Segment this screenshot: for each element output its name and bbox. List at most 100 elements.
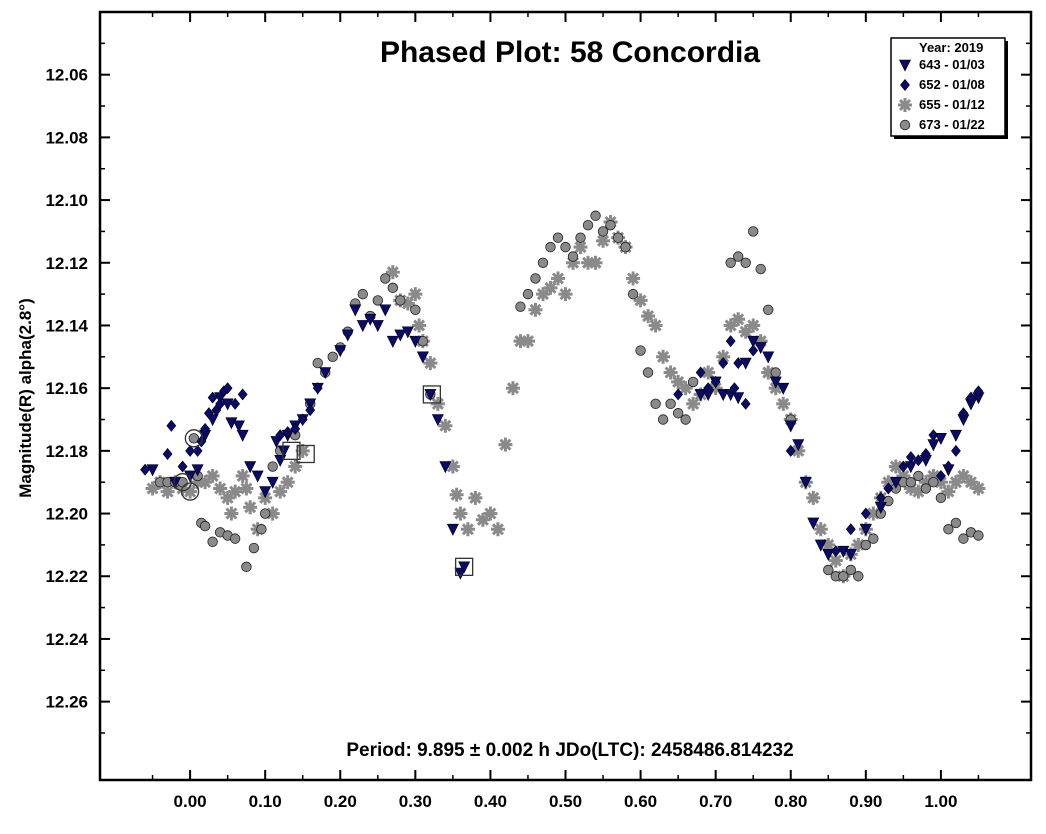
asterisk-stroke	[829, 554, 842, 567]
asterisk-stroke	[431, 397, 444, 410]
data-point	[971, 481, 986, 496]
data-point	[686, 396, 701, 411]
data-point	[845, 523, 856, 536]
data-point	[958, 407, 969, 420]
y-tick-label: 12.20	[45, 505, 88, 524]
data-point	[813, 522, 828, 537]
data-point	[567, 251, 579, 262]
legend-marker	[899, 119, 911, 131]
data-point	[520, 334, 535, 349]
data-point	[244, 461, 257, 474]
legend-label: 673 - 01/22	[919, 117, 985, 132]
data-point	[701, 365, 716, 380]
legend-shadow-right	[1005, 41, 1008, 139]
data-point	[305, 404, 316, 417]
asterisk-stroke	[274, 485, 287, 498]
data-point	[657, 414, 669, 425]
data-point	[259, 486, 272, 499]
data-point	[265, 506, 280, 521]
data-point	[530, 273, 541, 284]
legend-title: Year: 2019	[919, 40, 983, 55]
data-point	[356, 320, 369, 333]
asterisk-stroke	[634, 294, 647, 307]
series-655	[145, 215, 986, 584]
data-point	[468, 490, 483, 505]
data-point	[732, 392, 745, 405]
data-point	[558, 287, 573, 302]
data-point	[725, 335, 736, 348]
asterisk-stroke	[446, 460, 459, 473]
legend-label: 652 - 01/08	[919, 77, 985, 92]
data-point	[275, 429, 286, 442]
y-tick-label: 12.08	[45, 128, 88, 147]
data-point	[889, 476, 902, 489]
highlight-square	[282, 441, 301, 461]
legend-marker	[898, 98, 912, 112]
data-point	[717, 389, 730, 402]
data-point	[288, 459, 303, 474]
legend-entry: 673 - 01/22	[899, 117, 985, 132]
data-point	[732, 251, 744, 262]
asterisk-stroke	[506, 382, 519, 395]
asterisk-stroke	[889, 460, 902, 473]
data-point	[560, 241, 571, 253]
x-tick-label: 0.70	[699, 792, 732, 811]
data-point	[866, 506, 881, 521]
data-point	[280, 475, 295, 490]
data-point	[799, 476, 812, 489]
data-point	[641, 309, 656, 324]
data-point	[515, 301, 526, 312]
legend-marker	[899, 59, 911, 72]
asterisk-stroke	[589, 256, 602, 269]
asterisk-stroke	[747, 319, 760, 332]
data-point	[620, 241, 631, 253]
data-point	[680, 414, 691, 425]
asterisk-stroke	[461, 523, 474, 536]
asterisk-stroke	[499, 438, 512, 451]
data-point	[898, 460, 909, 473]
data-point	[838, 571, 849, 582]
data-point	[228, 484, 243, 499]
data-point	[191, 464, 204, 477]
data-point	[166, 419, 177, 432]
data-point	[883, 482, 894, 495]
data-point	[230, 397, 241, 410]
y-tick-label: 12.06	[45, 66, 88, 85]
data-point	[248, 542, 260, 554]
asterisk-stroke	[964, 476, 977, 489]
data-point	[597, 226, 609, 237]
data-point	[408, 287, 423, 302]
data-point	[928, 477, 939, 488]
x-tick-label: 0.10	[249, 792, 282, 811]
asterisk-stroke	[244, 501, 257, 514]
asterisk-stroke	[898, 98, 912, 112]
data-point	[792, 439, 805, 452]
asterisk-stroke	[574, 241, 587, 254]
asterisk-stroke	[229, 485, 242, 498]
x-tick-label: 0.90	[849, 792, 882, 811]
data-point	[256, 524, 267, 535]
data-point	[453, 506, 468, 521]
data-point	[733, 357, 744, 370]
asterisk-stroke	[491, 523, 504, 536]
data-point	[814, 539, 827, 552]
data-point	[232, 420, 245, 433]
data-point	[920, 483, 932, 494]
data-point	[357, 288, 368, 300]
data-point	[663, 365, 678, 380]
data-point	[409, 335, 422, 348]
data-point	[490, 522, 505, 537]
data-point	[823, 564, 834, 576]
data-point	[665, 398, 676, 410]
y-tick-label: 12.16	[45, 379, 88, 398]
asterisk-stroke	[814, 523, 827, 536]
x-tick-label: 0.60	[624, 792, 657, 811]
data-point	[545, 241, 556, 253]
asterisk-stroke	[401, 297, 414, 310]
data-point	[372, 295, 383, 306]
data-point	[446, 523, 459, 536]
data-point	[243, 500, 258, 515]
data-point	[387, 282, 399, 294]
asterisk-stroke	[597, 234, 610, 247]
